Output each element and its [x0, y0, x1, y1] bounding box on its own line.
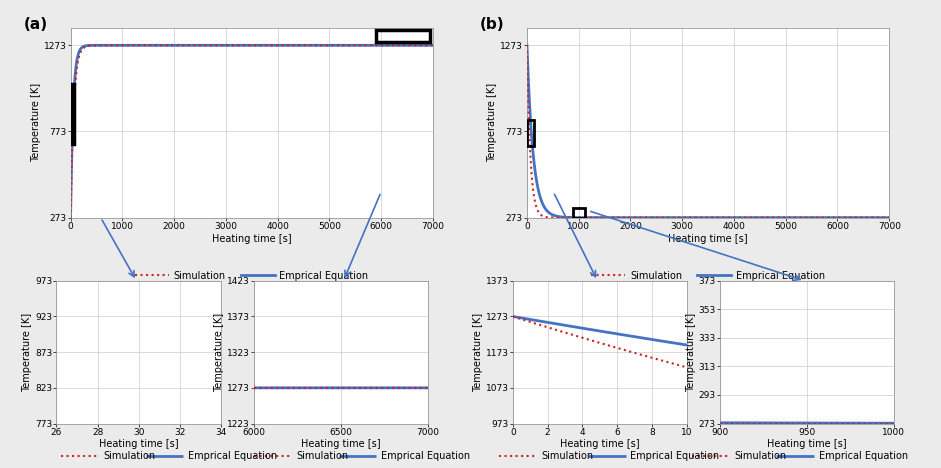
- Text: Emprical Equation: Emprical Equation: [819, 451, 908, 461]
- Bar: [572, 208, 585, 218]
- Y-axis label: Temperature [K]: Temperature [K]: [215, 313, 224, 392]
- Text: Emprical Equation: Emprical Equation: [381, 451, 470, 461]
- Text: (b): (b): [480, 17, 504, 32]
- Y-axis label: Temperature [K]: Temperature [K]: [31, 83, 40, 162]
- Text: Simulation: Simulation: [104, 451, 155, 461]
- Legend: Simulation, Emprical Equation: Simulation, Emprical Equation: [131, 267, 373, 285]
- Text: Simulation: Simulation: [296, 451, 348, 461]
- Text: Emprical Equation: Emprical Equation: [188, 451, 278, 461]
- Y-axis label: Temperature [K]: Temperature [K]: [473, 313, 483, 392]
- X-axis label: Heating time [s]: Heating time [s]: [767, 439, 847, 449]
- Y-axis label: Temperature [K]: Temperature [K]: [487, 83, 497, 162]
- Text: (a): (a): [24, 17, 48, 32]
- X-axis label: Heating time [s]: Heating time [s]: [212, 234, 292, 243]
- Y-axis label: Temperature [K]: Temperature [K]: [23, 313, 32, 392]
- X-axis label: Heating time [s]: Heating time [s]: [668, 234, 748, 243]
- Bar: [527, 120, 534, 146]
- Bar: [71, 84, 73, 144]
- Text: Emprical Equation: Emprical Equation: [630, 451, 720, 461]
- Text: Simulation: Simulation: [734, 451, 786, 461]
- X-axis label: Heating time [s]: Heating time [s]: [560, 439, 640, 449]
- Text: Simulation: Simulation: [541, 451, 593, 461]
- X-axis label: Heating time [s]: Heating time [s]: [301, 439, 381, 449]
- Legend: Simulation, Emprical Equation: Simulation, Emprical Equation: [587, 267, 829, 285]
- X-axis label: Heating time [s]: Heating time [s]: [99, 439, 179, 449]
- Y-axis label: Temperature [K]: Temperature [K]: [686, 313, 695, 392]
- Bar: [376, 30, 430, 42]
